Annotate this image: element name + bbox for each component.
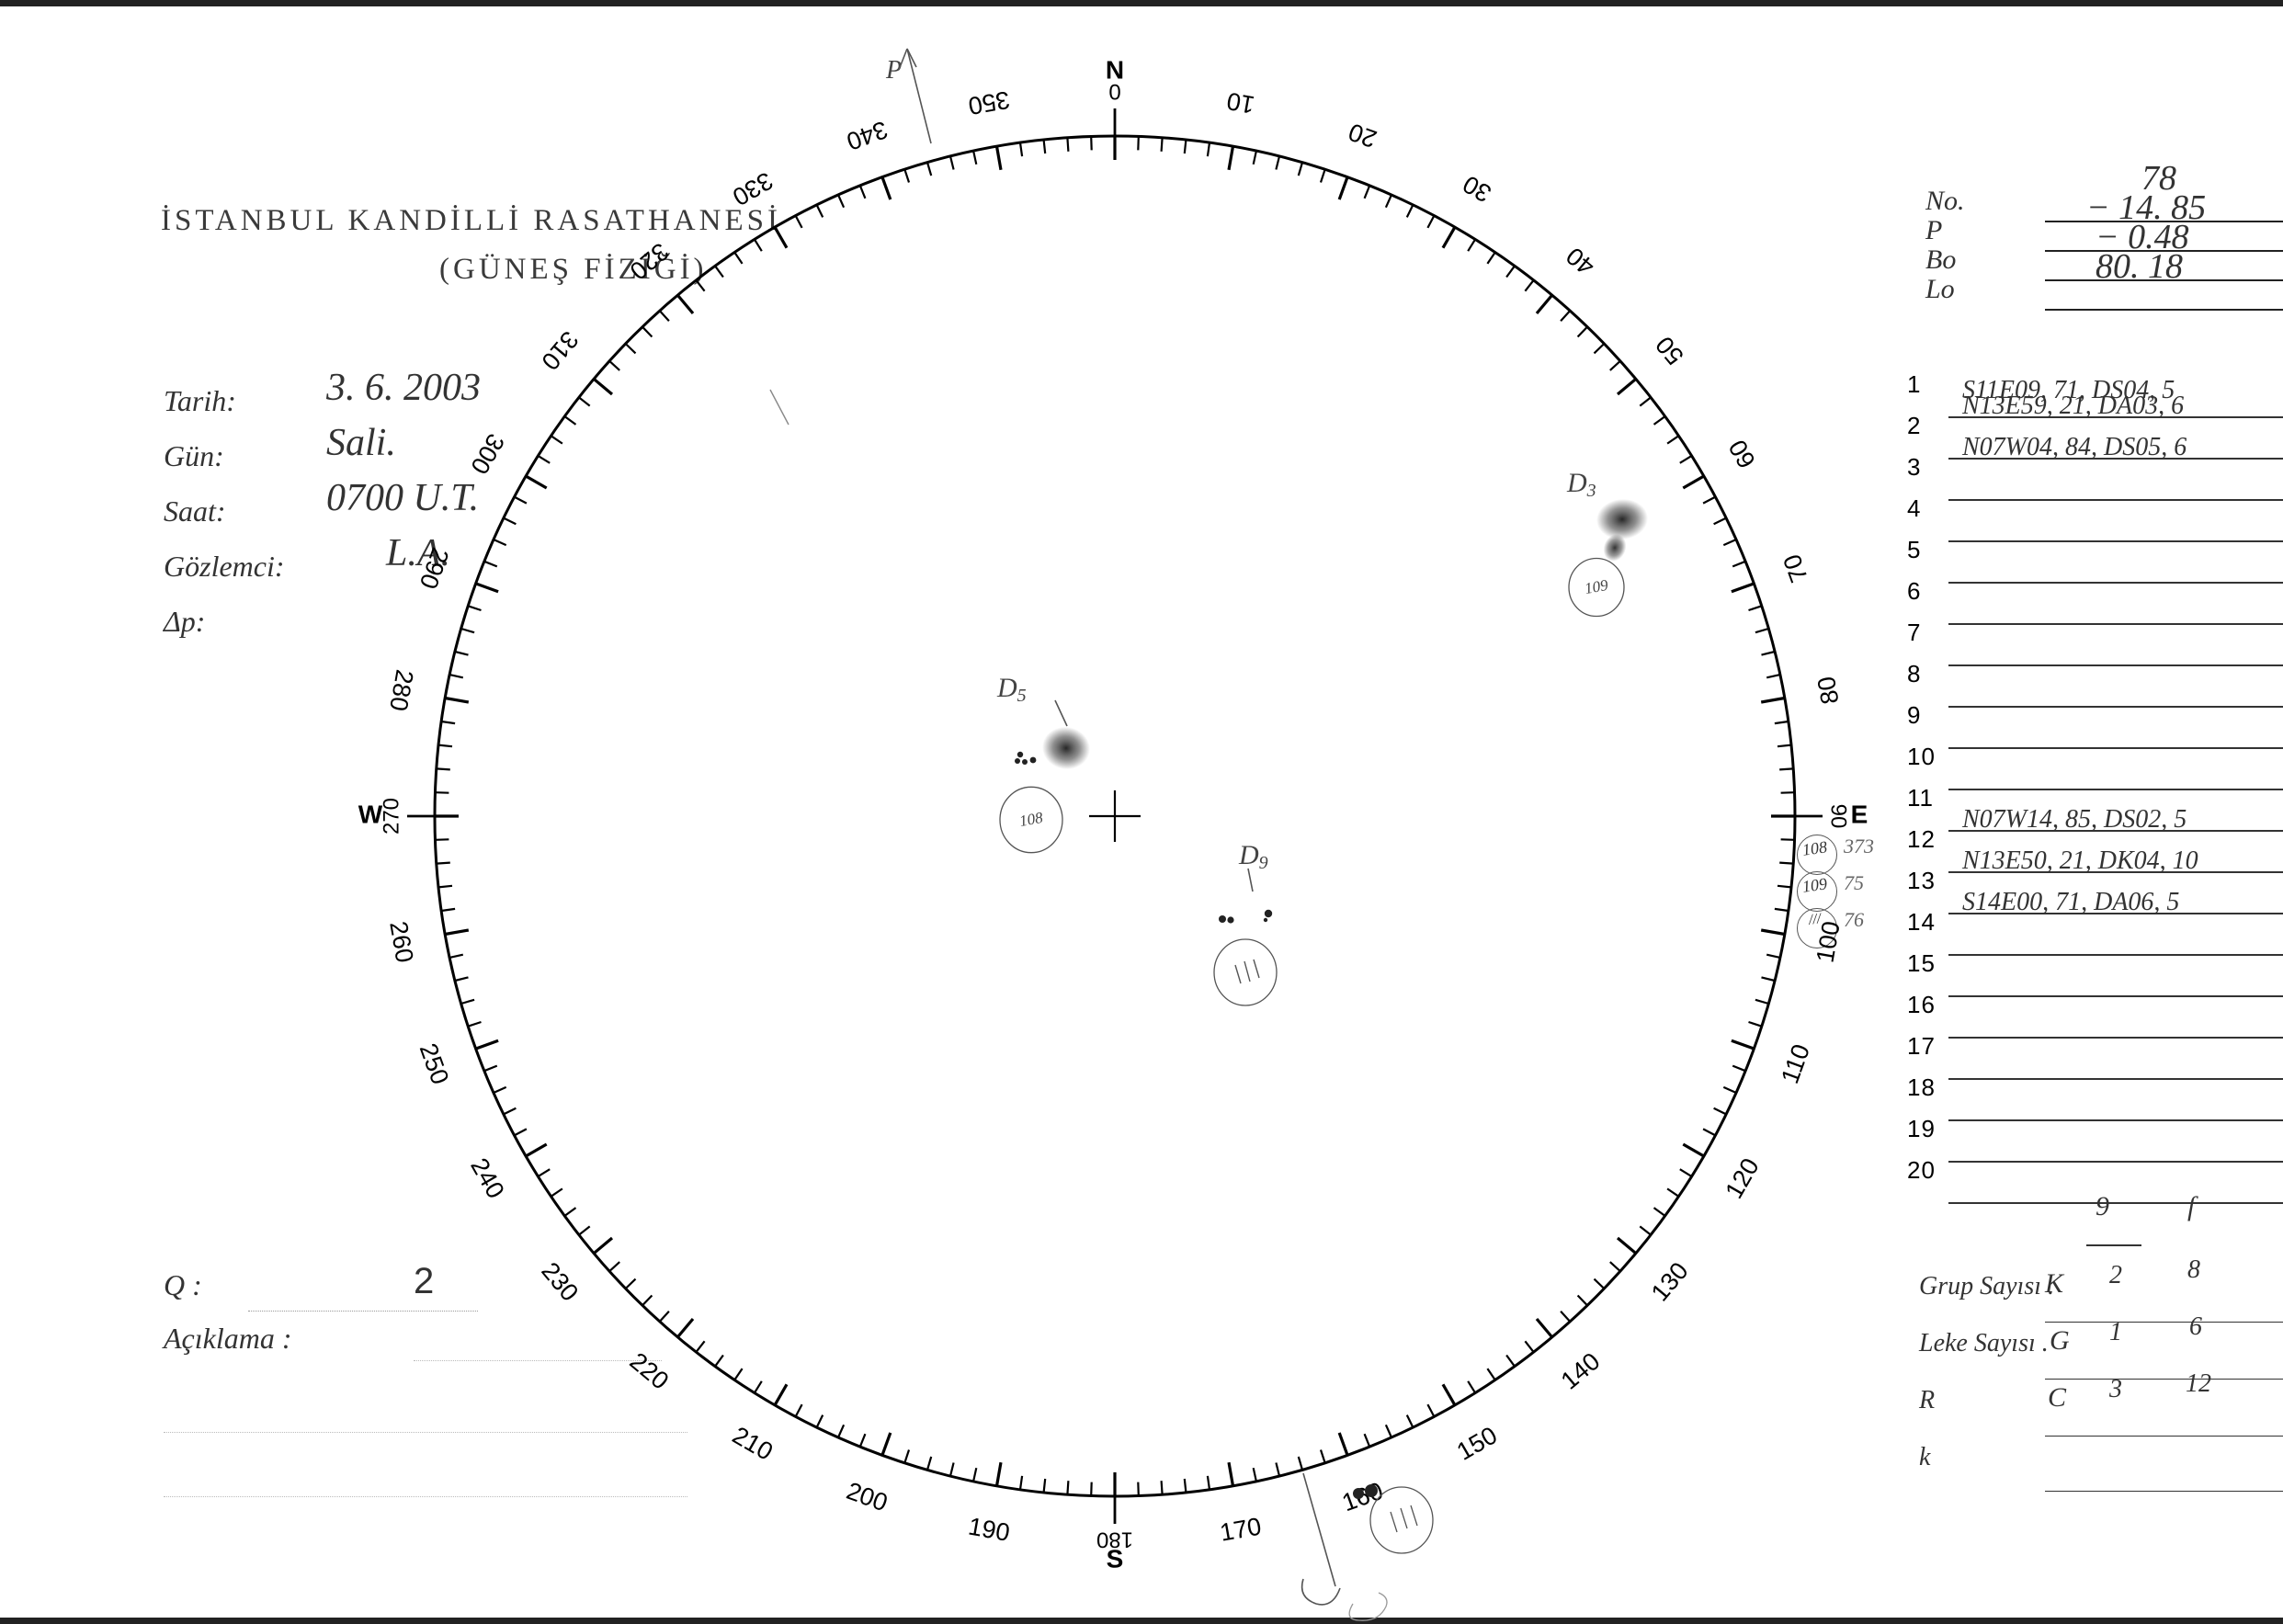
- svg-text:170: 170: [1218, 1512, 1264, 1546]
- svg-text:320: 320: [625, 237, 675, 285]
- svg-text:100: 100: [1811, 919, 1845, 965]
- svg-text:E: E: [1851, 800, 1868, 828]
- svg-text:D5: D5: [996, 673, 1027, 706]
- svg-text:190: 190: [966, 1512, 1012, 1546]
- svg-text:330: 330: [728, 166, 778, 211]
- svg-text:P: P: [885, 56, 902, 85]
- svg-text:250: 250: [415, 1039, 455, 1088]
- svg-text:230: 230: [536, 1257, 584, 1307]
- svg-text:200: 200: [843, 1477, 892, 1517]
- svg-text:210: 210: [728, 1421, 778, 1466]
- svg-text:108: 108: [1018, 809, 1045, 830]
- svg-text:120: 120: [1720, 1153, 1765, 1203]
- svg-text:290: 290: [415, 544, 455, 593]
- svg-text:300: 300: [465, 429, 510, 479]
- svg-text:130: 130: [1646, 1257, 1694, 1307]
- svg-text:80: 80: [1812, 675, 1845, 707]
- svg-text:340: 340: [843, 116, 892, 156]
- svg-text:280: 280: [384, 667, 418, 713]
- svg-text:310: 310: [536, 326, 584, 376]
- svg-text:D9: D9: [1238, 840, 1268, 873]
- svg-text:50: 50: [1651, 331, 1689, 369]
- svg-text:110: 110: [1776, 1040, 1815, 1087]
- svg-text:140: 140: [1556, 1347, 1606, 1395]
- svg-text:220: 220: [625, 1347, 675, 1395]
- svg-text:20: 20: [1345, 118, 1380, 153]
- svg-text:10: 10: [1224, 86, 1256, 119]
- svg-text:90: 90: [1826, 804, 1851, 829]
- svg-text:S: S: [1107, 1544, 1124, 1573]
- svg-text:0: 0: [1108, 80, 1120, 105]
- svg-text:D3: D3: [1566, 468, 1596, 501]
- svg-text:270: 270: [379, 798, 403, 835]
- svg-text:W: W: [358, 800, 383, 828]
- svg-text:40: 40: [1561, 242, 1599, 280]
- svg-text:260: 260: [384, 919, 418, 965]
- svg-text:109: 109: [1584, 576, 1610, 597]
- svg-text:150: 150: [1452, 1421, 1502, 1466]
- svg-text:30: 30: [1459, 170, 1496, 208]
- svg-text:N: N: [1106, 55, 1124, 84]
- svg-text:350: 350: [966, 85, 1012, 119]
- svg-text:240: 240: [465, 1153, 510, 1203]
- svg-text:70: 70: [1778, 551, 1812, 585]
- svg-text:60: 60: [1723, 435, 1761, 472]
